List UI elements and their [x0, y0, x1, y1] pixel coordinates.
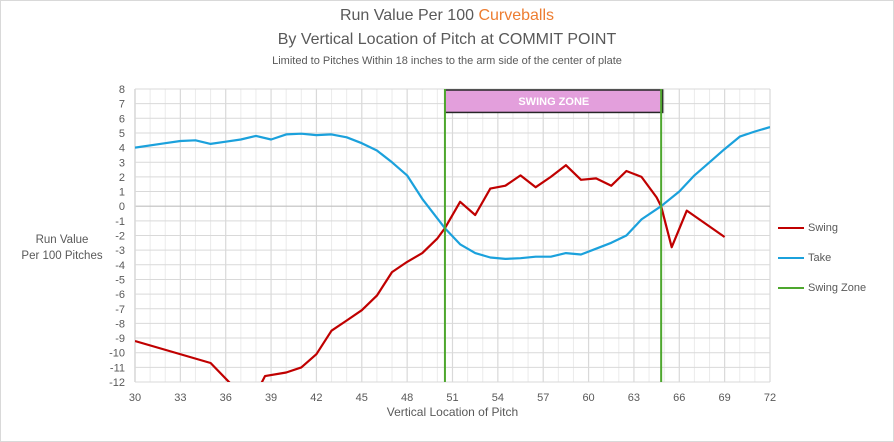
legend-label-take: Take	[808, 252, 832, 264]
x-tick-label: 57	[537, 392, 549, 404]
legend-label-swing-zone: Swing Zone	[808, 282, 867, 294]
y-tick-label: 8	[119, 84, 125, 96]
x-tick-label: 48	[401, 392, 413, 404]
y-tick-label: -7	[115, 304, 125, 316]
y-tick-label: -12	[109, 377, 125, 389]
y-axis-label-line2: Per 100 Pitches	[21, 250, 103, 262]
swing-zone-label: SWING ZONE	[518, 96, 589, 108]
y-tick-label: -10	[109, 348, 125, 360]
x-tick-label: 54	[492, 392, 504, 404]
series-line-take	[135, 126, 770, 260]
y-tick-label: -2	[115, 231, 125, 243]
x-tick-label: 36	[220, 392, 232, 404]
y-tick-label: 3	[119, 157, 125, 169]
x-tick-label: 33	[174, 392, 186, 404]
y-tick-label: 0	[119, 201, 125, 213]
x-tick-label: 42	[310, 392, 322, 404]
title-accent: Curveballs	[478, 7, 555, 24]
legend-item-swing-zone[interactable]: Swing Zone	[778, 280, 866, 296]
grid-major	[134, 88, 771, 383]
title-prefix: Run Value Per 100	[339, 7, 479, 24]
y-tick-label: -6	[115, 289, 125, 301]
chart-subtitle: Limited to Pitches Within 18 inches to t…	[272, 55, 622, 67]
series-line-swing	[135, 164, 726, 382]
x-tick-labels: 30 33 36 39 42 45 48 51 54 57 60 63 66 69 72	[129, 392, 776, 404]
x-tick-label: 63	[628, 392, 640, 404]
x-tick-label: 66	[673, 392, 685, 404]
x-tick-label: 51	[446, 392, 458, 404]
y-tick-label: -11	[110, 362, 125, 374]
x-tick-label: 45	[356, 392, 368, 404]
y-tick-label: -3	[115, 245, 125, 257]
y-tick-label: 5	[119, 128, 125, 140]
x-tick-label: 39	[265, 392, 277, 404]
y-tick-label: 6	[119, 113, 125, 125]
y-axis-label: Run Value Per 100 Pitches	[14, 232, 110, 264]
y-tick-label: -4	[115, 260, 125, 272]
swing-zone-annotation: SWING ZONE	[444, 89, 664, 114]
y-tick-labels: 8 7 6 5 4 3 2 1 0 -1 -2 -3 -4 -5 -6 -7 -8 -9 -10 -11 -12	[109, 84, 125, 389]
chart-title-line1: Run Value Per 100 Curveballs	[0, 7, 894, 25]
legend-label-swing: Swing	[808, 222, 838, 234]
legend-item-take[interactable]: Take	[778, 250, 831, 266]
y-tick-label: -1	[115, 216, 125, 228]
y-tick-label: 4	[119, 143, 125, 155]
y-tick-label: 1	[119, 187, 125, 199]
x-tick-label: 30	[129, 392, 141, 404]
series-group	[135, 89, 770, 382]
x-tick-label: 72	[764, 392, 776, 404]
y-axis-label-line1: Run Value	[35, 234, 89, 246]
y-tick-label: -8	[115, 318, 125, 330]
y-tick-label: -5	[115, 274, 125, 286]
x-axis-label: Vertical Location of Pitch	[386, 405, 519, 419]
x-tick-label: 60	[582, 392, 594, 404]
legend-item-swing[interactable]: Swing	[778, 220, 838, 236]
y-tick-label: 7	[119, 99, 125, 111]
chart-title-line2: By Vertical Location of Pitch at COMMIT …	[277, 31, 617, 48]
legend-swatch-swing-zone	[778, 287, 804, 289]
legend-swatch-take	[778, 257, 804, 259]
y-tick-label: -9	[115, 333, 125, 345]
legend-swatch-swing	[778, 227, 804, 229]
x-tick-label: 69	[719, 392, 731, 404]
y-tick-label: 2	[119, 172, 125, 184]
